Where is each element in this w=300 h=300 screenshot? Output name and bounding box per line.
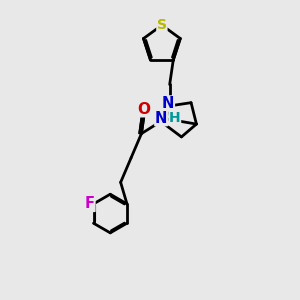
- Text: H: H: [169, 111, 181, 125]
- Text: S: S: [157, 18, 167, 32]
- Text: O: O: [137, 102, 150, 117]
- Text: N: N: [155, 111, 167, 126]
- Text: F: F: [85, 196, 95, 211]
- Text: N: N: [162, 96, 174, 111]
